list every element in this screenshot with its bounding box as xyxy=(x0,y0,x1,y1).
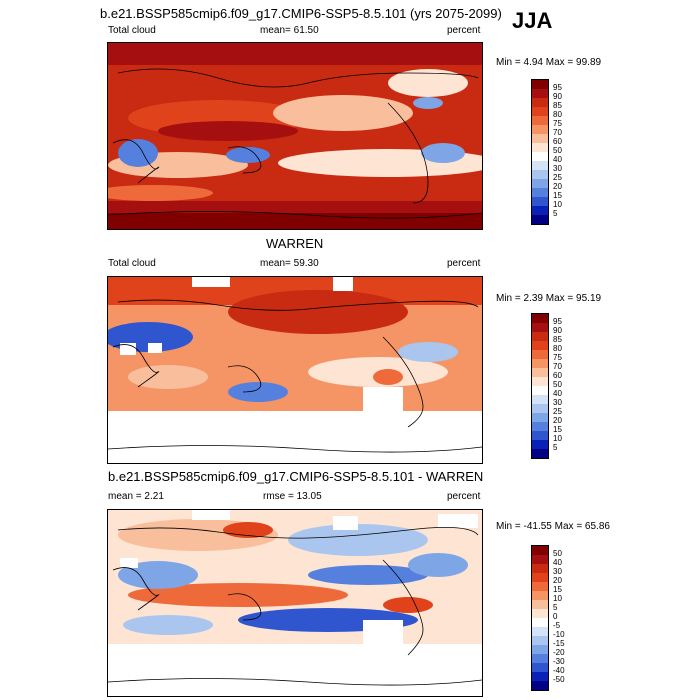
tick-label: 80 xyxy=(553,344,562,353)
panel2-variable-label: Total cloud xyxy=(108,258,156,269)
tick-label: 75 xyxy=(553,119,562,128)
panel3-title: b.e21.BSSP585cmip6.f09_g17.CMIP6-SSP5-8.… xyxy=(108,469,484,484)
tick-label: 10 xyxy=(553,434,562,443)
tick-label: -15 xyxy=(553,639,565,648)
tick-label: -5 xyxy=(553,621,561,630)
panel1-variable-label: Total cloud xyxy=(108,25,156,36)
tick-label: 95 xyxy=(553,317,562,326)
panel2-colorbar xyxy=(531,313,549,459)
tick-label: 85 xyxy=(553,335,562,344)
tick-label: 40 xyxy=(553,389,562,398)
tick-label: -10 xyxy=(553,630,565,639)
tick-label: 40 xyxy=(553,155,562,164)
panel3-mean: mean = 2.21 xyxy=(108,491,164,502)
tick-label: 10 xyxy=(553,594,562,603)
tick-label: 40 xyxy=(553,558,562,567)
panel2-units: percent xyxy=(447,258,481,269)
tick-label: 20 xyxy=(553,416,562,425)
panel3-map xyxy=(107,509,483,697)
panel3-minmax: Min = -41.55 Max = 65.86 xyxy=(496,521,610,532)
panel1-map xyxy=(107,42,483,230)
panel1-minmax: Min = 4.94 Max = 99.89 xyxy=(496,57,602,68)
tick-label: 70 xyxy=(553,128,562,137)
panel2-title: WARREN xyxy=(266,236,324,251)
tick-label: 5 xyxy=(553,209,558,218)
panel3-rmse: rmse = 13.05 xyxy=(263,491,322,502)
panel1-units: percent xyxy=(447,25,481,36)
tick-label: 95 xyxy=(553,83,562,92)
tick-label: -40 xyxy=(553,666,565,675)
tick-label: -20 xyxy=(553,648,565,657)
tick-label: 50 xyxy=(553,380,562,389)
tick-label: 25 xyxy=(553,407,562,416)
tick-label: 70 xyxy=(553,362,562,371)
tick-label: 50 xyxy=(553,549,562,558)
tick-label: 0 xyxy=(553,612,558,621)
tick-label: 30 xyxy=(553,567,562,576)
panel3-colorbar xyxy=(531,545,549,691)
tick-label: 15 xyxy=(553,585,562,594)
tick-label: 15 xyxy=(553,191,562,200)
panel2-map xyxy=(107,276,483,464)
tick-label: 30 xyxy=(553,164,562,173)
tick-label: 85 xyxy=(553,101,562,110)
tick-label: 75 xyxy=(553,353,562,362)
season-label: JJA xyxy=(512,8,553,33)
tick-label: 80 xyxy=(553,110,562,119)
main-title: b.e21.BSSP585cmip6.f09_g17.CMIP6-SSP5-8.… xyxy=(100,6,502,21)
tick-label: 10 xyxy=(553,200,562,209)
tick-label: 30 xyxy=(553,398,562,407)
tick-label: 25 xyxy=(553,173,562,182)
panel3-units: percent xyxy=(447,491,481,502)
tick-label: 90 xyxy=(553,326,562,335)
tick-label: 90 xyxy=(553,92,562,101)
panel2-mean: mean= 59.30 xyxy=(260,258,319,269)
tick-label: 20 xyxy=(553,182,562,191)
tick-label: 60 xyxy=(553,371,562,380)
tick-label: -30 xyxy=(553,657,565,666)
tick-label: -50 xyxy=(553,675,565,684)
tick-label: 5 xyxy=(553,603,558,612)
tick-label: 50 xyxy=(553,146,562,155)
tick-label: 20 xyxy=(553,576,562,585)
panel1-colorbar xyxy=(531,79,549,225)
tick-label: 60 xyxy=(553,137,562,146)
tick-label: 15 xyxy=(553,425,562,434)
panel2-minmax: Min = 2.39 Max = 95.19 xyxy=(496,293,602,304)
panel1-mean: mean= 61.50 xyxy=(260,25,319,36)
tick-label: 5 xyxy=(553,443,558,452)
